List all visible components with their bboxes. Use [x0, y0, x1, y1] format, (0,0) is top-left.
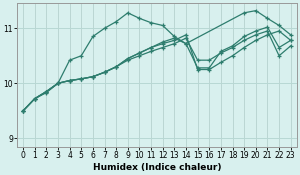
- X-axis label: Humidex (Indice chaleur): Humidex (Indice chaleur): [93, 163, 221, 172]
